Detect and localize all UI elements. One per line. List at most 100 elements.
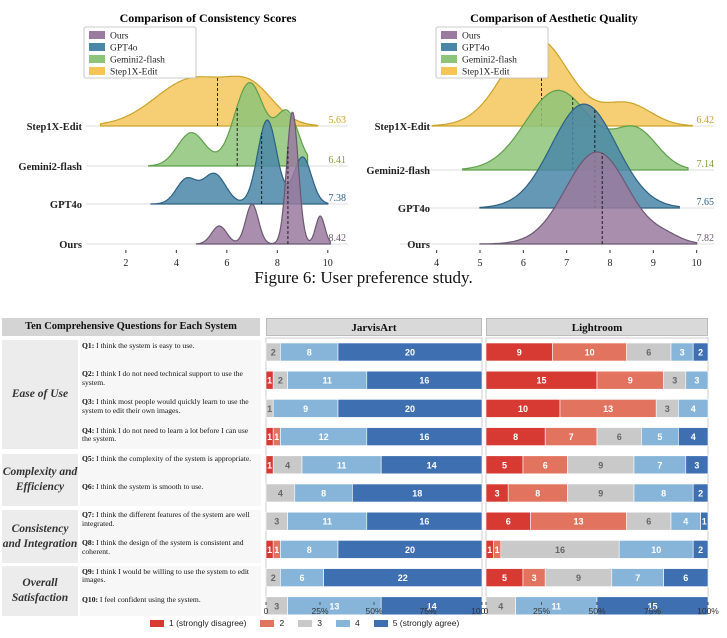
legend-item: 4 (335, 618, 360, 628)
category-label: Ease of Use (2, 340, 78, 449)
bar-count-label: 4 (498, 601, 503, 611)
x-tick-label: 6 (521, 258, 526, 268)
bar-count-label: 6 (299, 573, 304, 583)
bar-count-label: 9 (303, 404, 308, 414)
question-id: Q3: (82, 397, 95, 407)
bar-count-label: 2 (698, 545, 703, 555)
category-label: Complexity and Efficiency (2, 454, 78, 506)
x-tick-label: 100% (697, 606, 719, 616)
x-tick-label: 75% (419, 606, 436, 616)
jarvisart-bar-segment (337, 540, 483, 559)
bar-count-label: 4 (683, 517, 688, 527)
stacked-bars: 2 8 201 2 11 161 9 201 1 12 161 4 11 144 8 183 11 161 1 8 20… (264, 337, 719, 616)
bar-count-label: 10 (651, 545, 661, 555)
question-body: I think the different features of the sy… (82, 510, 250, 528)
bar-count-label: 3 (694, 460, 699, 470)
row-label: Step1X-Edit (375, 122, 431, 133)
question-text: Q8: I think the design of the system is … (82, 539, 258, 556)
question-id: Q10: (82, 594, 99, 604)
legend-swatch (89, 31, 105, 39)
bar-count-label: 1 (267, 404, 272, 414)
bar-count-label: 1 (267, 376, 272, 386)
question-id: Q8: (82, 538, 95, 548)
bar-count-label: 5 (657, 432, 662, 442)
bar-count-label: 2 (698, 348, 703, 358)
legend-swatch (441, 43, 457, 51)
bar-count-label: 6 (646, 517, 651, 527)
bar-count-label: 8 (661, 489, 666, 499)
legend-swatch (89, 55, 105, 63)
x-tick-label: 6 (224, 258, 229, 268)
legend-label: Ours (110, 32, 129, 42)
question-text: Q4: I think I do not need to learn a lot… (82, 425, 258, 444)
question-id: Q6: (82, 482, 95, 491)
bar-count-label: 14 (427, 460, 437, 470)
legend-label: 1 (strongly disagree) (169, 618, 247, 628)
jarvisart-header: JarvisArt (266, 318, 482, 336)
bar-count-label: 13 (573, 517, 583, 527)
mean-value: 6.42 (697, 115, 715, 126)
bar-count-label: 6 (683, 573, 688, 583)
bar-count-label: 4 (285, 460, 290, 470)
x-tick-label: 10 (323, 258, 333, 268)
question-body: I think most people would quickly learn … (82, 397, 249, 415)
bar-count-label: 14 (427, 601, 437, 611)
bar-count-label: 8 (321, 489, 326, 499)
question-group (80, 510, 261, 563)
legend-swatch (373, 620, 388, 628)
bar-count-label: 16 (555, 545, 565, 555)
mean-value: 7.65 (697, 197, 715, 208)
jarvisart-bar-segment (366, 427, 483, 446)
likert-legend: 1 (strongly disagree) 2 3 4 5 (strongly agre… (150, 618, 459, 628)
bar-count-label: 20 (405, 545, 415, 555)
chart-title: Comparison of Consistency Scores (120, 11, 297, 25)
jarvisart-bar-segment (380, 596, 483, 616)
lightroom-bar-segment (692, 483, 709, 503)
lightroom-bar-segment (678, 427, 709, 446)
x-tick-label: 7 (564, 258, 569, 268)
mean-value: 6.41 (329, 155, 347, 166)
bar-count-label: 6 (543, 460, 548, 470)
bar-count-label: 9 (598, 489, 603, 499)
x-tick-label: 0 (484, 606, 489, 616)
bar-count-label: 16 (419, 432, 429, 442)
bar-count-label: 3 (274, 517, 279, 527)
bar-count-label: 4 (691, 404, 696, 414)
bar-count-label: 9 (598, 460, 603, 470)
legend-swatch (89, 43, 105, 51)
ridge-density-ours (195, 111, 331, 245)
question-text: Q5: I think the complexity of the system… (82, 453, 258, 464)
question-body: I think the design of the system is cons… (82, 538, 244, 556)
question-body: I think the complexity of the system is … (94, 453, 252, 463)
lightroom-bar-segment (700, 511, 709, 531)
row-label: Ours (407, 240, 430, 251)
bar-count-label: 3 (694, 376, 699, 386)
bar-count-label: 8 (513, 432, 518, 442)
x-tick-label: 0 (264, 606, 269, 616)
jarvisart-bar-segment (337, 342, 483, 362)
lightroom-bar-segment (692, 342, 709, 362)
legend-label: 4 (354, 618, 360, 628)
aesthetic-ridgeline-chart: Comparison of Aesthetic Quality Step1X-Ed… (366, 11, 715, 268)
bar-count-label: 20 (405, 404, 415, 414)
question-id: Q7: (82, 510, 95, 520)
ridge-density-ours (479, 151, 698, 245)
x-tick-label: 50% (588, 606, 605, 616)
bar-count-label: 4 (691, 432, 696, 442)
legend-swatch (150, 620, 164, 628)
question-id: Q5: (82, 453, 95, 463)
bar-count-label: 1 (267, 545, 272, 555)
x-tick-label: 8 (275, 258, 280, 268)
legend-label: GPT4o (110, 44, 138, 54)
lightroom-bar-segment (685, 370, 709, 390)
bar-count-label: 9 (576, 573, 581, 583)
x-tick-label: 25% (311, 606, 328, 616)
x-tick-label: 9 (651, 258, 656, 268)
question-id: Q9: (82, 566, 95, 576)
x-tick-label: 10 (692, 258, 702, 268)
bar-count-label: 1 (495, 545, 500, 555)
legend-swatch (298, 620, 313, 628)
question-body: I think I do not need technical support … (82, 369, 243, 387)
question-body: I think I do not need to learn a lot bef… (82, 425, 249, 444)
